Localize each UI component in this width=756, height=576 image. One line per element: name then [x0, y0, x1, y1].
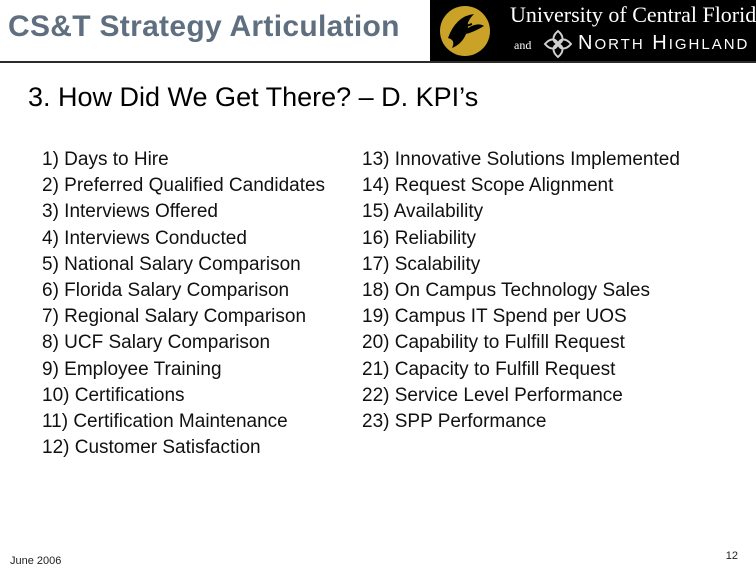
- kpi-item: 1) Days to Hire: [42, 149, 169, 170]
- kpi-item: 20) Capability to Fulfill Request: [362, 332, 625, 354]
- kpi-item: 13) Innovative Solutions Implemented: [362, 149, 680, 170]
- kpi-item: 16) Reliability: [362, 227, 477, 249]
- kpi-item: 4) Interviews Conducted: [42, 227, 247, 249]
- ucf-wordmark: University of Central Florida: [510, 2, 756, 27]
- slide-title: 3. How Did We Get There? – D. KPI’s: [28, 82, 479, 112]
- kpi-item: 12) Customer Satisfaction: [42, 437, 261, 459]
- kpi-item: 11) Certification Maintenance: [42, 411, 288, 433]
- kpi-item: 22) Service Level Performance: [362, 384, 623, 406]
- kpi-item: 14) Request Scope Alignment: [362, 175, 614, 197]
- kpi-item: 17) Scalability: [362, 253, 481, 275]
- kpi-item: 6) Florida Salary Comparison: [42, 280, 290, 302]
- kpi-list-right: 13) Innovative Solutions Implemented 14)…: [362, 147, 680, 435]
- footer-date: June 2006: [10, 555, 62, 567]
- header-title: CS&T Strategy Articulation: [8, 10, 400, 43]
- header-divider: [0, 61, 756, 63]
- kpi-item: 19) Campus IT Spend per UOS: [362, 306, 627, 328]
- kpi-item: 23) SPP Performance: [362, 411, 547, 433]
- kpi-item: 9) Employee Training: [42, 358, 222, 380]
- kpi-item: 2) Preferred Qualified Candidates: [42, 175, 326, 197]
- kpi-item: 3) Interviews Offered: [42, 201, 219, 223]
- pegasus-logo-icon: [440, 6, 490, 56]
- kpi-item: 5) National Salary Comparison: [42, 253, 301, 275]
- kpi-item: 7) Regional Salary Comparison: [42, 306, 307, 328]
- kpi-list-left: 1) Days to Hire 2) Preferred Qualified C…: [42, 147, 325, 461]
- kpi-item: 15) Availability: [362, 201, 484, 223]
- north-highland-wordmark: NORTH HIGHLAND: [578, 32, 750, 54]
- kpi-item: 21) Capacity to Fulfill Request: [362, 358, 616, 380]
- logo-and-text: and: [514, 38, 532, 52]
- kpi-item: 8) UCF Salary Comparison: [42, 332, 271, 354]
- kpi-item: 18) On Campus Technology Sales: [362, 280, 650, 302]
- logo-banner: University of Central Florida and NORTH …: [430, 0, 756, 62]
- north-highland-star-icon: [543, 29, 573, 59]
- kpi-item: 10) Certifications: [42, 384, 185, 406]
- page-number: 12: [725, 550, 738, 562]
